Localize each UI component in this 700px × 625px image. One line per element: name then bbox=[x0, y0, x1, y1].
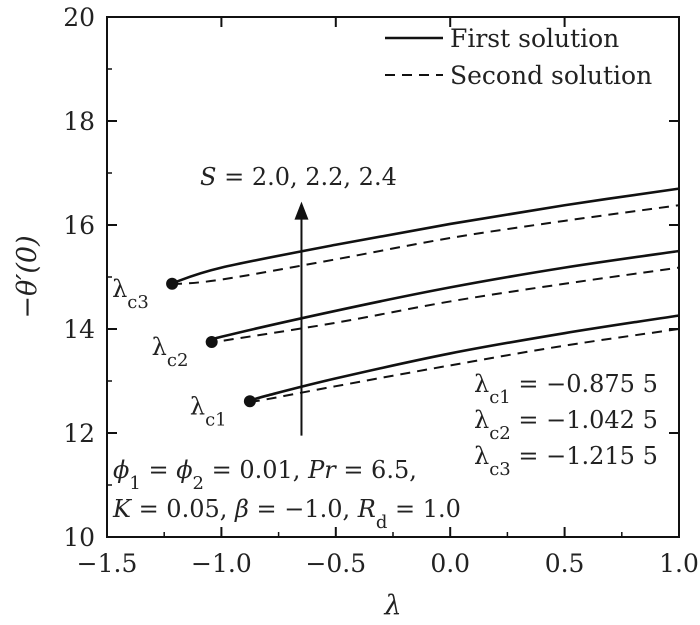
y-tick-label: 20 bbox=[63, 3, 95, 32]
second-solution-line bbox=[171, 204, 680, 286]
params-line-1: ϕ1 = ϕ2 = 0.01, Pr = 6.5, bbox=[113, 456, 417, 494]
x-tick-label: 0.0 bbox=[430, 549, 470, 578]
y-axis-title: −θ′(0) bbox=[12, 235, 43, 318]
legend-label: First solution bbox=[450, 24, 619, 53]
arrow-head bbox=[294, 201, 309, 220]
arrow-label: S = 2.0, 2.2, 2.4 bbox=[200, 163, 397, 191]
x-tick-label: −1.5 bbox=[77, 549, 138, 578]
x-tick-label: −0.5 bbox=[305, 549, 366, 578]
first-solution-line bbox=[208, 249, 680, 343]
first-solution-line bbox=[171, 187, 680, 285]
critical-value-text: λc3 = −1.215 5 bbox=[474, 442, 658, 480]
critical-point-label: λc2 bbox=[152, 333, 189, 371]
y-tick-label: 10 bbox=[63, 523, 95, 552]
critical-point-label: λc3 bbox=[112, 275, 149, 313]
critical-point-marker bbox=[243, 395, 256, 408]
x-tick-label: 1.0 bbox=[659, 549, 699, 578]
second-solution-line bbox=[249, 328, 680, 403]
x-axis-title: λ bbox=[383, 590, 401, 621]
legend: First solution Second solution bbox=[385, 24, 652, 90]
critical-value-text: λc2 = −1.042 5 bbox=[474, 406, 658, 444]
x-tick-label: −1.0 bbox=[191, 549, 252, 578]
critical-point-marker bbox=[166, 277, 179, 290]
y-tick-label: 18 bbox=[63, 107, 95, 136]
first-solution-line bbox=[249, 314, 680, 403]
y-tick-label: 14 bbox=[63, 315, 95, 344]
critical-point-marker bbox=[205, 336, 218, 348]
y-tick-label: 16 bbox=[63, 211, 95, 240]
second-solution-line bbox=[208, 266, 680, 344]
y-tick-label: 12 bbox=[63, 419, 95, 448]
x-tick-label: 0.5 bbox=[545, 549, 585, 578]
plot-lines bbox=[171, 187, 680, 403]
params-line-2: K = 0.05, β = −1.0, Rd = 1.0 bbox=[112, 495, 461, 533]
critical-point-label: λc1 bbox=[190, 392, 227, 430]
critical-value-text: λc1 = −0.875 5 bbox=[474, 370, 658, 408]
axis-ticks: −1.5 −1.0 −0.5 0.0 0.5 1.0 10 12 14 16 18 20 λ −θ′(0) bbox=[12, 3, 699, 621]
legend-label: Second solution bbox=[450, 61, 652, 90]
